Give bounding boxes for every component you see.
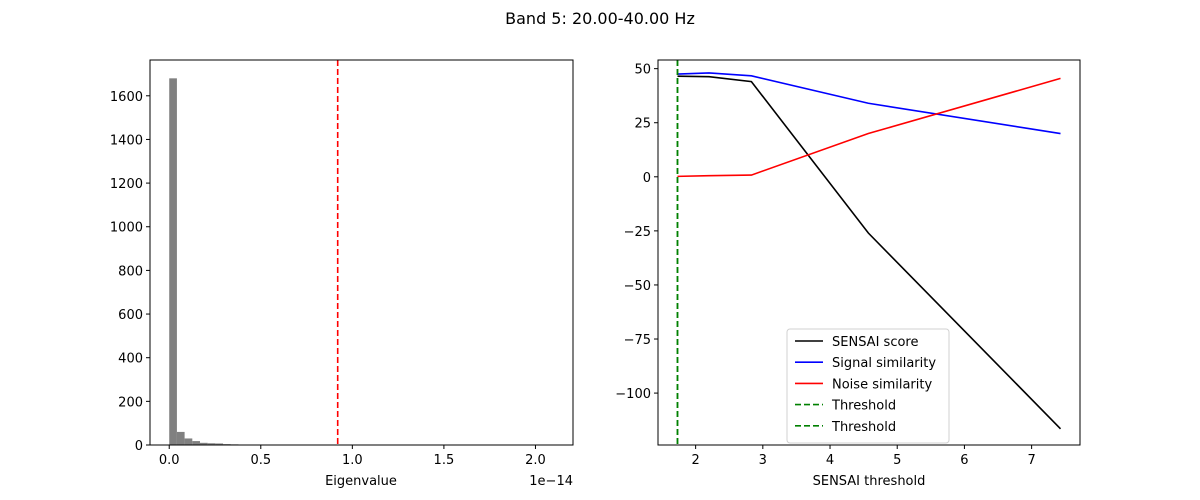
- series-line-noise-similarity: [677, 77, 1061, 178]
- histogram-bar: [176, 431, 185, 445]
- sensai-y-tick-label: 25: [634, 117, 651, 132]
- histogram-bar: [199, 442, 208, 445]
- sensai-y-tick-label: −25: [624, 225, 651, 240]
- histogram-bar: [192, 441, 200, 445]
- sensai-y-tick-label: −50: [624, 279, 651, 294]
- histogram-x-tick-label: 0.5: [250, 453, 271, 468]
- histogram-bar: [184, 438, 193, 445]
- histogram-x-offset-text: 1e−14: [529, 474, 573, 489]
- sensai-x-tick-label: 2: [691, 453, 699, 468]
- histogram-x-tick-label: 1.5: [434, 453, 455, 468]
- legend-label: Noise similarity: [832, 377, 932, 392]
- sensai-y-tick-label: −75: [624, 333, 651, 348]
- legend-label: SENSAI score: [832, 335, 918, 350]
- sensai-ticks: 2 3 4 5 6 7 50 25 0 −25 −50 −75 −100: [615, 63, 1035, 468]
- histogram-bar: [207, 443, 216, 445]
- sensai-plot-area: [676, 60, 1062, 445]
- histogram-y-tick-label: 200: [118, 395, 143, 410]
- sensai-x-axis-label: SENSAI threshold: [813, 474, 926, 489]
- sensai-x-tick-label: 6: [960, 453, 968, 468]
- histogram-y-tick-label: 1400: [110, 133, 143, 148]
- histogram-plot-area: [169, 60, 339, 445]
- histogram-x-tick-label: 0.0: [159, 453, 180, 468]
- series-line-sensai-score: [677, 75, 1062, 430]
- sensai-legend: SENSAI score Signal similarity Noise simil…: [786, 328, 950, 444]
- sensai-y-tick-label: 50: [634, 63, 651, 78]
- histogram-x-tick-label: 2.0: [525, 453, 546, 468]
- histogram-bar: [169, 78, 177, 445]
- legend-label: Signal similarity: [832, 356, 936, 371]
- figure-title: Band 5: 20.00-40.00 Hz: [505, 9, 695, 28]
- histogram-y-tick-label: 1200: [110, 177, 143, 192]
- histogram-ticks: 0.0 0.5 1.0 1.5 2.0 0 200 400 600 800 1000 1200 1400…: [110, 90, 546, 468]
- histogram-y-tick-label: 0: [135, 439, 143, 454]
- histogram-y-tick-label: 600: [118, 308, 143, 323]
- legend-box: [786, 328, 950, 444]
- sensai-axes-frame: [657, 59, 1081, 446]
- histogram-x-tick-label: 1.0: [342, 453, 363, 468]
- histogram-bar: [215, 443, 224, 445]
- histogram-axes-frame: [149, 59, 574, 446]
- histogram-y-tick-label: 1600: [110, 90, 143, 105]
- histogram-y-tick-label: 800: [118, 264, 143, 279]
- legend-label: Threshold: [831, 399, 896, 414]
- histogram-y-tick-label: 400: [118, 352, 143, 367]
- histogram-chart: 0.0 0.5 1.0 1.5 2.0 0 200 400 600 800 1000 1200 1400…: [110, 59, 574, 489]
- sensai-x-tick-label: 7: [1027, 453, 1035, 468]
- sensai-line-chart: 2 3 4 5 6 7 50 25 0 −25 −50 −75 −100 SENSAI threshol…: [615, 59, 1081, 489]
- sensai-x-tick-label: 4: [826, 453, 834, 468]
- sensai-y-tick-label: −100: [615, 387, 651, 402]
- histogram-x-axis-label: Eigenvalue: [325, 474, 397, 489]
- sensai-x-tick-label: 3: [759, 453, 767, 468]
- legend-label: Threshold: [831, 420, 896, 435]
- series-line-signal-similarity: [677, 72, 1061, 135]
- histogram-y-tick-label: 1000: [110, 221, 143, 236]
- sensai-x-tick-label: 5: [893, 453, 901, 468]
- sensai-y-tick-label: 0: [643, 171, 651, 186]
